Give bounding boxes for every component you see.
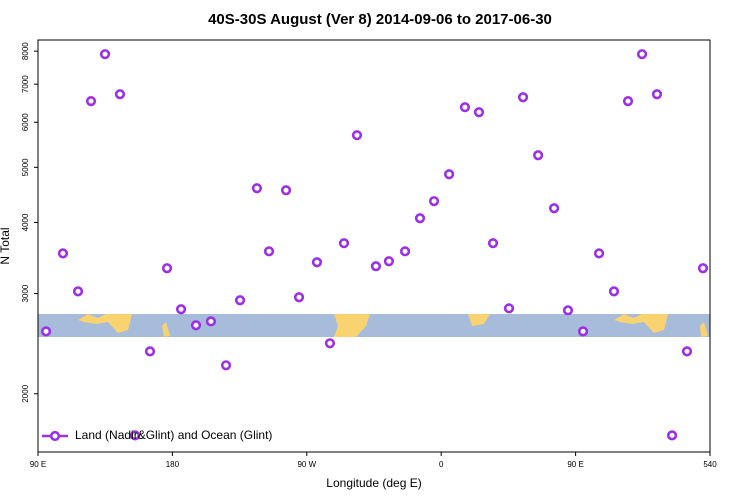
point — [622, 96, 634, 107]
point — [129, 430, 141, 441]
point — [175, 304, 187, 315]
point — [280, 185, 292, 196]
x-tick-label: 90 E — [30, 460, 46, 469]
point — [562, 305, 574, 316]
point — [338, 238, 350, 249]
y-tick-label: 2000 — [21, 384, 30, 402]
point — [428, 196, 440, 207]
point — [311, 257, 323, 268]
x-tick-label: 90 E — [567, 460, 583, 469]
point — [324, 338, 336, 349]
point — [370, 261, 382, 272]
point — [85, 96, 97, 107]
point — [473, 107, 485, 118]
point — [234, 295, 246, 306]
point — [205, 316, 217, 327]
point — [263, 246, 275, 257]
point — [636, 49, 648, 60]
point — [593, 248, 605, 259]
x-axis-label: Longitude (deg E) — [326, 476, 421, 490]
point — [251, 183, 263, 194]
point — [459, 102, 471, 113]
y-tick-label: 8000 — [21, 42, 30, 60]
point — [99, 49, 111, 60]
point — [161, 263, 173, 274]
point — [220, 360, 232, 371]
point — [517, 92, 529, 103]
point — [40, 326, 52, 337]
point — [351, 130, 363, 141]
point — [608, 286, 620, 297]
point — [666, 430, 678, 441]
y-tick-label: 5000 — [21, 158, 30, 176]
legend-label: Land (Nadir&Glint) and Ocean (Glint) — [75, 428, 272, 442]
point — [114, 89, 126, 100]
x-tick-label: 0 — [439, 460, 444, 469]
map-strip — [38, 314, 710, 337]
point — [533, 150, 544, 161]
point — [651, 89, 663, 100]
point — [190, 320, 202, 331]
x-tick-label: 540 — [703, 460, 717, 469]
point — [399, 246, 411, 257]
point — [697, 263, 709, 274]
point — [681, 346, 693, 357]
point — [487, 238, 499, 249]
y-axis-label: N Total — [0, 227, 12, 264]
y-tick-label: 6000 — [21, 113, 30, 131]
point — [414, 213, 426, 224]
y-tick-label: 3000 — [21, 284, 30, 302]
chart-title: 40S-30S August (Ver 8) 2014-09-06 to 201… — [208, 11, 552, 28]
point — [57, 248, 69, 259]
point — [577, 326, 589, 337]
point — [503, 303, 515, 314]
point — [383, 256, 395, 267]
point — [144, 346, 156, 357]
point — [293, 292, 305, 303]
y-tick-label: 7000 — [21, 75, 30, 93]
plot-frame — [37, 39, 711, 453]
point — [548, 203, 560, 214]
y-tick-label: 4000 — [21, 213, 30, 231]
point — [72, 286, 84, 297]
x-tick-label: 180 — [166, 460, 180, 469]
point — [444, 169, 455, 180]
legend-marker — [49, 430, 61, 442]
x-tick-label: 90 W — [297, 460, 316, 469]
